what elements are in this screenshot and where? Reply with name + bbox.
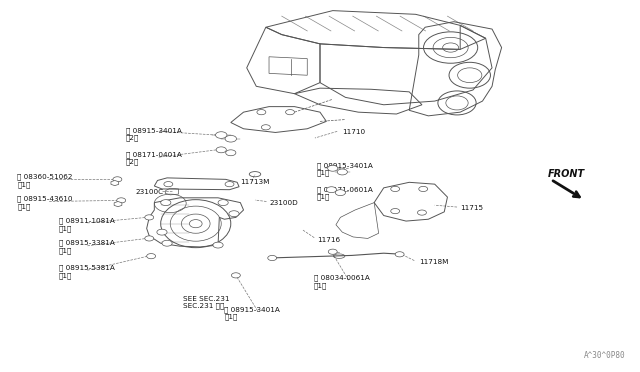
Circle shape bbox=[157, 229, 167, 235]
Text: Ⓑ 08171-0601A
（1）: Ⓑ 08171-0601A （1） bbox=[317, 186, 372, 201]
Text: Ⓥ 08915-43610
（1）: Ⓥ 08915-43610 （1） bbox=[17, 196, 73, 210]
Circle shape bbox=[285, 110, 294, 115]
Circle shape bbox=[116, 198, 125, 203]
Circle shape bbox=[419, 186, 428, 192]
Circle shape bbox=[257, 110, 266, 115]
Text: SEE SEC.231
SEC.231 参照: SEE SEC.231 SEC.231 参照 bbox=[183, 295, 230, 309]
Text: Ⓝ 08911-1081A
（1）: Ⓝ 08911-1081A （1） bbox=[59, 218, 115, 232]
Text: 11713M: 11713M bbox=[241, 179, 269, 185]
Ellipse shape bbox=[189, 219, 202, 228]
Circle shape bbox=[232, 273, 241, 278]
Circle shape bbox=[164, 182, 173, 187]
Circle shape bbox=[391, 209, 399, 214]
Text: Ⓥ 08915-5381A
（1）: Ⓥ 08915-5381A （1） bbox=[59, 264, 115, 279]
Circle shape bbox=[162, 240, 172, 246]
Circle shape bbox=[113, 177, 122, 182]
Circle shape bbox=[337, 169, 348, 175]
Text: Ⓦ 08915-3401A
（2）: Ⓦ 08915-3401A （2） bbox=[125, 127, 182, 141]
Circle shape bbox=[229, 211, 239, 217]
Text: Ⓢ 08360-51062
（1）: Ⓢ 08360-51062 （1） bbox=[17, 173, 73, 187]
Text: FRONT: FRONT bbox=[548, 169, 585, 179]
Circle shape bbox=[216, 147, 227, 153]
Polygon shape bbox=[114, 202, 122, 207]
Circle shape bbox=[218, 200, 228, 206]
Circle shape bbox=[225, 135, 237, 142]
Circle shape bbox=[147, 254, 156, 259]
Polygon shape bbox=[111, 180, 118, 186]
Text: A^30^0P80: A^30^0P80 bbox=[584, 350, 626, 359]
Text: Ⓥ 08915-3381A
（1）: Ⓥ 08915-3381A （1） bbox=[59, 240, 115, 254]
Text: 11710: 11710 bbox=[342, 129, 365, 135]
Text: 23100C: 23100C bbox=[135, 189, 163, 195]
Text: Ⓑ 08034-0061A
（1）: Ⓑ 08034-0061A （1） bbox=[314, 275, 369, 289]
Text: 11716: 11716 bbox=[317, 237, 340, 243]
Circle shape bbox=[326, 187, 337, 193]
Circle shape bbox=[261, 125, 270, 130]
Circle shape bbox=[161, 200, 171, 206]
Text: Ⓥ 08915-3401A
（1）: Ⓥ 08915-3401A （1） bbox=[317, 162, 372, 176]
Text: 23100D: 23100D bbox=[269, 200, 298, 206]
Text: 11718M: 11718M bbox=[419, 259, 448, 265]
Circle shape bbox=[417, 210, 426, 215]
Circle shape bbox=[145, 236, 154, 241]
Circle shape bbox=[328, 165, 338, 171]
Text: Ⓥ 08915-3401A
（1）: Ⓥ 08915-3401A （1） bbox=[225, 306, 280, 321]
Circle shape bbox=[226, 150, 236, 156]
Circle shape bbox=[216, 132, 227, 138]
Circle shape bbox=[328, 249, 337, 254]
Circle shape bbox=[335, 190, 346, 196]
Text: 11715: 11715 bbox=[460, 205, 483, 211]
Circle shape bbox=[268, 256, 276, 260]
Circle shape bbox=[225, 182, 234, 187]
Circle shape bbox=[391, 186, 399, 192]
Circle shape bbox=[145, 215, 154, 220]
Circle shape bbox=[395, 252, 404, 257]
Circle shape bbox=[213, 242, 223, 248]
Text: Ⓑ 08171-0401A
（2）: Ⓑ 08171-0401A （2） bbox=[125, 151, 182, 166]
